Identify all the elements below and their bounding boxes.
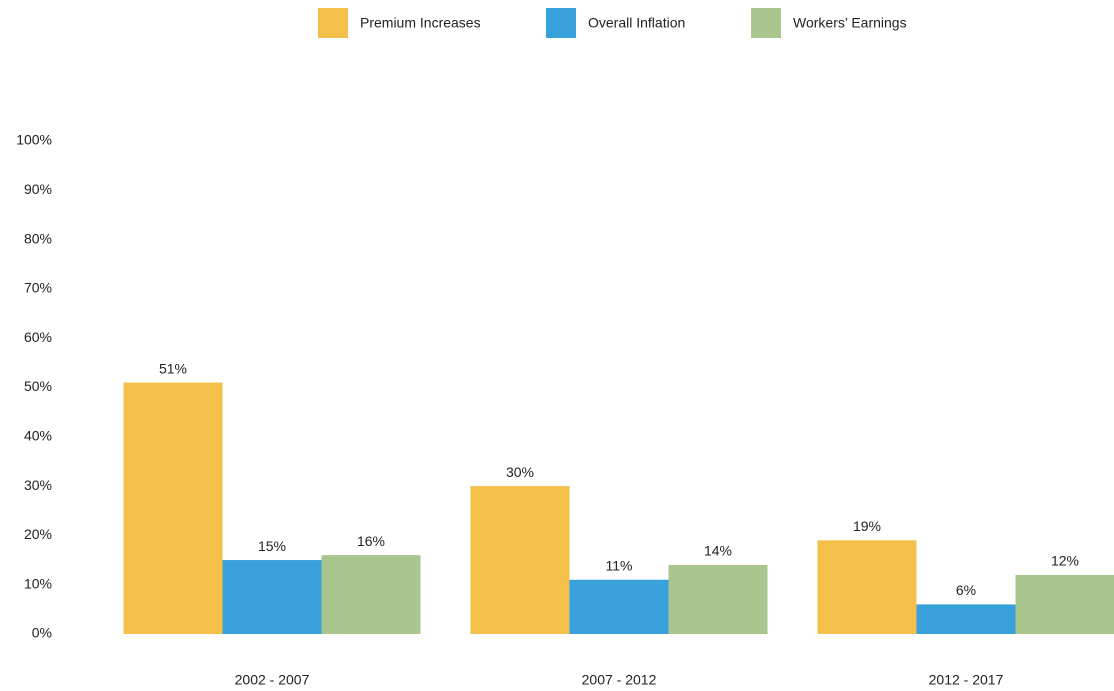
bar <box>1015 574 1114 634</box>
bar <box>817 540 917 634</box>
y-tick-label: 100% <box>16 132 52 148</box>
y-tick-label: 0% <box>32 625 52 641</box>
bar <box>222 560 322 634</box>
value-label: 15% <box>258 538 286 554</box>
y-tick-label: 50% <box>24 378 52 394</box>
value-label: 19% <box>853 518 881 534</box>
bar <box>470 486 570 634</box>
legend-label: Overall Inflation <box>588 15 685 31</box>
x-tick-label: 2012 - 2017 <box>929 672 1004 688</box>
legend-swatch <box>318 8 348 38</box>
y-tick-label: 30% <box>24 477 52 493</box>
bar <box>569 579 669 634</box>
x-tick-label: 2002 - 2007 <box>235 672 310 688</box>
y-tick-label: 60% <box>24 329 52 345</box>
value-label: 6% <box>956 582 976 598</box>
value-label: 51% <box>159 360 187 376</box>
bar <box>916 604 1016 634</box>
value-label: 11% <box>606 557 633 573</box>
value-label: 30% <box>506 464 534 480</box>
value-label: 12% <box>1051 553 1079 569</box>
y-tick-label: 70% <box>24 280 52 296</box>
legend-label: Premium Increases <box>360 15 481 31</box>
legend-swatch <box>546 8 576 38</box>
x-tick-label: 2007 - 2012 <box>582 672 657 688</box>
bar <box>123 382 223 634</box>
y-tick-label: 40% <box>24 428 52 444</box>
bar <box>321 555 421 634</box>
y-tick-label: 20% <box>24 526 52 542</box>
legend-swatch <box>751 8 781 38</box>
y-tick-label: 80% <box>24 230 52 246</box>
y-tick-label: 90% <box>24 181 52 197</box>
value-label: 14% <box>704 543 732 559</box>
legend-label: Workers’ Earnings <box>793 15 907 31</box>
value-label: 16% <box>357 533 385 549</box>
y-tick-label: 10% <box>24 575 52 591</box>
bar <box>668 564 768 634</box>
